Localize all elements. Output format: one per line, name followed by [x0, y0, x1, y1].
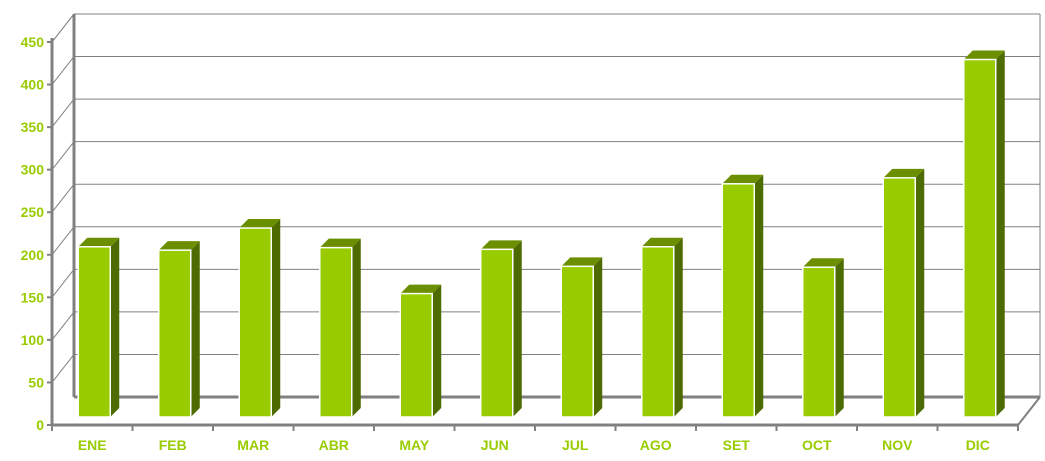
y-tick-label: 200	[21, 247, 45, 263]
bar-top-face	[963, 50, 1005, 60]
gridline-side	[51, 56, 75, 85]
side-wall-top-edge	[51, 13, 75, 43]
bar-front-face	[238, 227, 272, 418]
x-tick-label: JUN	[481, 437, 509, 453]
y-tick-label: 250	[21, 204, 45, 220]
gridline-side	[51, 183, 75, 213]
bar-top-face	[158, 241, 200, 251]
y-tick-label: 400	[21, 77, 45, 93]
bar	[319, 238, 361, 418]
y-tick-labels: 0 50 100 150 200 250 300 350 400 450	[21, 34, 45, 433]
bar-top-face	[78, 237, 120, 247]
y-tick-label: 300	[21, 162, 45, 178]
bar	[560, 257, 603, 418]
bar-top-face	[319, 238, 361, 248]
axes	[47, 14, 1041, 431]
bar-side-face	[190, 241, 200, 417]
bar	[158, 241, 200, 418]
bar-front-face	[158, 249, 192, 418]
bar-front-face	[480, 248, 514, 418]
bar-top-face	[802, 258, 844, 268]
bar-side-face	[271, 219, 281, 417]
bar-front-face	[560, 265, 594, 418]
x-tick-label: NOV	[882, 437, 913, 453]
x-tick-label: DIC	[966, 437, 990, 453]
y-tick-label: 100	[21, 332, 45, 348]
bar-front-face	[77, 246, 111, 418]
x-tick-label: MAY	[399, 437, 429, 453]
bar-top-face	[883, 168, 925, 178]
x-tick-label: MAR	[237, 437, 269, 453]
bar-top-face	[239, 219, 281, 229]
x-tick-labels: ENE FEB MAR ABR MAY JUN JUL AGO SET OCT NOV DIC	[78, 437, 990, 453]
bar	[399, 284, 442, 418]
bar-front-face	[882, 177, 916, 418]
gridline-side	[51, 269, 75, 298]
gridline-side	[51, 354, 75, 383]
bar	[882, 168, 925, 418]
y-tick-label: 150	[21, 289, 45, 305]
y-tick-label: 450	[21, 34, 45, 50]
bar-side-face	[432, 284, 442, 417]
bar-top-face	[561, 257, 603, 267]
x-tick-label: ABR	[319, 437, 349, 453]
bars	[77, 50, 1005, 418]
x-tick-label: ENE	[78, 437, 107, 453]
bar-front-face	[641, 246, 675, 418]
bar-side-face	[593, 257, 603, 417]
bar	[480, 240, 522, 418]
x-tick-label: OCT	[802, 437, 832, 453]
bar-top-face	[400, 284, 442, 294]
grid-lines	[51, 13, 1041, 397]
bar-top-face	[722, 174, 764, 184]
bar	[721, 174, 764, 418]
bar-front-face	[963, 58, 997, 418]
bar	[238, 219, 281, 418]
x-tick-label: SET	[723, 437, 751, 453]
gridline-side	[51, 311, 75, 341]
gridline-side	[51, 226, 75, 256]
x-tick-label: FEB	[159, 437, 187, 453]
bar	[963, 50, 1005, 418]
bar-side-face	[995, 50, 1005, 418]
bar	[77, 237, 120, 418]
x-tick-label: AGO	[640, 437, 672, 453]
bar-top-face	[480, 240, 522, 250]
bar-front-face	[721, 183, 755, 418]
bar-side-face	[754, 174, 764, 417]
gridline-side	[51, 98, 75, 128]
gridline-side	[51, 141, 75, 170]
bar-top-face	[641, 237, 683, 247]
bar	[802, 258, 844, 418]
floor-right-edge	[1017, 396, 1041, 426]
y-tick-label: 0	[36, 417, 44, 433]
bar-side-face	[351, 238, 361, 417]
bar-side-face	[915, 168, 925, 417]
bar	[641, 237, 683, 418]
y-tick-label: 50	[28, 374, 44, 390]
bar-front-face	[319, 246, 353, 418]
bar-side-face	[512, 240, 522, 417]
bar-side-face	[673, 237, 683, 417]
bar-side-face	[834, 258, 844, 417]
x-tick-label: JUL	[562, 437, 589, 453]
bar-front-face	[802, 266, 836, 418]
bar-side-face	[110, 237, 120, 417]
y-tick-label: 350	[21, 119, 45, 135]
bar-front-face	[399, 292, 433, 418]
